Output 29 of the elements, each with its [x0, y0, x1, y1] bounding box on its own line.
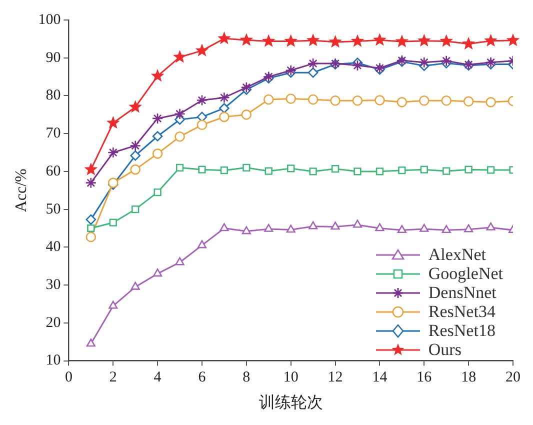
x-axis-title: 训练轮次	[258, 394, 323, 412]
y-tick-label: 100	[38, 12, 61, 28]
legend-label: DensNnet	[428, 283, 496, 302]
y-tick-label: 90	[46, 50, 61, 66]
x-tick-label: 2	[109, 370, 117, 386]
x-tick-label: 4	[154, 370, 162, 386]
legend-label: ResNet34	[428, 302, 496, 321]
legend-label: Ours	[428, 340, 462, 359]
legend-label: GoogleNet	[428, 264, 503, 283]
y-tick-label: 20	[46, 314, 61, 331]
x-tick-label: 10	[283, 370, 298, 386]
y-tick-label: 70	[46, 126, 61, 142]
y-tick-label: 10	[46, 352, 61, 369]
y-tick-label: 40	[46, 239, 61, 256]
x-tick-label: 16	[416, 370, 432, 386]
x-tick-label: 6	[198, 370, 206, 386]
y-tick-label: 60	[46, 163, 61, 180]
x-tick-label: 0	[64, 370, 72, 386]
legend-label: AlexNet	[428, 245, 486, 264]
legend-label: ResNet18	[428, 321, 496, 340]
y-tick-label: 80	[46, 88, 61, 104]
x-tick-label: 12	[328, 370, 343, 386]
x-tick-label: 18	[461, 370, 476, 386]
x-tick-label: 14	[372, 370, 388, 386]
y-tick-label: 50	[46, 201, 61, 218]
y-axis-title: Acc/%	[12, 168, 30, 212]
x-tick-label: 8	[242, 370, 250, 386]
x-tick-label: 20	[506, 370, 520, 386]
y-tick-label: 30	[46, 277, 61, 294]
